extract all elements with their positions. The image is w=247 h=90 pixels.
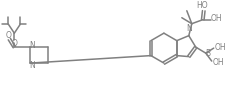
Text: OH: OH [213, 58, 225, 67]
Text: OH: OH [211, 14, 223, 23]
Text: N: N [29, 61, 35, 70]
Text: B: B [205, 49, 210, 58]
Text: HO: HO [196, 1, 207, 10]
Text: OH: OH [215, 43, 226, 52]
Text: O: O [11, 39, 17, 48]
Text: N: N [29, 41, 35, 50]
Text: N: N [186, 24, 192, 33]
Text: O: O [5, 31, 11, 40]
